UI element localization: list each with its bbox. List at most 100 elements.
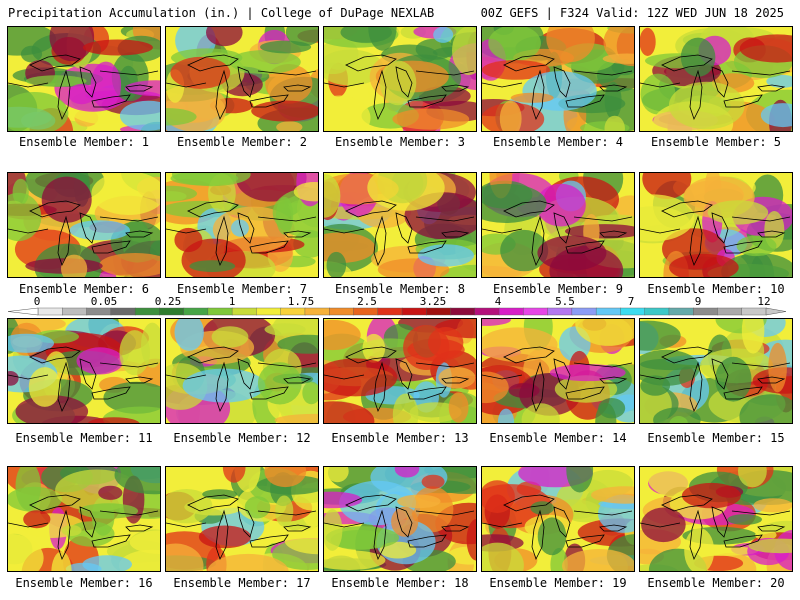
member-label-12: Ensemble Member: 12 <box>173 431 311 445</box>
color-scale-bar <box>7 307 787 316</box>
member-label-11: Ensemble Member: 11 <box>15 431 153 445</box>
color-swatch <box>450 307 476 316</box>
great-lakes-outline <box>640 54 791 121</box>
great-lakes-outline <box>8 200 159 267</box>
colorbar-tick-label: 0 <box>33 295 41 308</box>
color-swatch <box>159 307 185 316</box>
ensemble-member-map-7 <box>165 172 319 278</box>
precip-field <box>166 173 318 277</box>
color-swatch <box>426 307 452 316</box>
colorbar-tick-label: 0.05 <box>90 295 118 308</box>
colorbar-tick-label: 5.5 <box>555 295 575 308</box>
precip-field <box>482 467 634 571</box>
color-swatch <box>280 307 306 316</box>
color-swatch <box>377 307 403 316</box>
ensemble-member-map-19 <box>481 466 635 572</box>
ensemble-member-map-13 <box>323 318 477 424</box>
color-swatch <box>474 307 500 316</box>
member-label-8: Ensemble Member: 8 <box>334 282 466 296</box>
member-label-20: Ensemble Member: 20 <box>647 576 785 590</box>
precip-field <box>640 467 792 571</box>
great-lakes-outline <box>324 200 475 267</box>
precip-field <box>482 319 634 423</box>
member-label-1: Ensemble Member: 1 <box>18 135 150 149</box>
member-label-13: Ensemble Member: 13 <box>331 431 469 445</box>
precip-field <box>8 27 160 131</box>
precip-field <box>166 27 318 131</box>
ensemble-member-map-14 <box>481 318 635 424</box>
ensemble-member-map-9 <box>481 172 635 278</box>
precip-field <box>324 173 476 277</box>
member-label-14: Ensemble Member: 14 <box>489 431 627 445</box>
colorbar-tick-label: 12 <box>757 295 771 308</box>
color-swatch <box>256 307 282 316</box>
ensemble-member-map-5 <box>639 26 793 132</box>
great-lakes-outline <box>8 54 159 121</box>
ensemble-member-map-3 <box>323 26 477 132</box>
color-swatch <box>644 307 670 316</box>
color-swatch <box>547 307 573 316</box>
ensemble-member-map-20 <box>639 466 793 572</box>
precip-field <box>324 27 476 131</box>
precip-field <box>482 173 634 277</box>
great-lakes-outline <box>324 54 475 121</box>
color-swatch <box>304 307 330 316</box>
ensemble-member-map-12 <box>165 318 319 424</box>
color-swatch <box>620 307 646 316</box>
member-label-4: Ensemble Member: 4 <box>492 135 624 149</box>
colorbar-tick-label: 1.75 <box>287 295 315 308</box>
great-lakes-outline <box>640 346 791 413</box>
great-lakes-outline <box>166 54 317 121</box>
color-swatch <box>231 307 258 316</box>
color-swatch <box>571 307 597 316</box>
member-label-5: Ensemble Member: 5 <box>650 135 782 149</box>
great-lakes-outline <box>166 200 317 267</box>
great-lakes-outline <box>482 54 633 121</box>
color-swatch <box>37 307 63 316</box>
colorbar-tick-label: 4 <box>494 295 502 308</box>
colorbar-left-arrow <box>7 307 39 316</box>
ensemble-member-map-17 <box>165 466 319 572</box>
precip-field <box>8 173 160 277</box>
color-swatch <box>595 307 622 316</box>
precip-field <box>482 27 634 131</box>
ensemble-member-map-2 <box>165 26 319 132</box>
great-lakes-outline <box>482 494 633 561</box>
precip-field <box>324 467 476 571</box>
colorbar-tick-label: 2.5 <box>357 295 377 308</box>
color-swatch <box>353 307 379 316</box>
ensemble-member-map-6 <box>7 172 161 278</box>
member-label-7: Ensemble Member: 7 <box>176 282 308 296</box>
great-lakes-outline <box>8 346 159 413</box>
great-lakes-outline <box>482 200 633 267</box>
member-label-18: Ensemble Member: 18 <box>331 576 469 590</box>
color-swatch <box>62 307 88 316</box>
ensemble-member-map-18 <box>323 466 477 572</box>
color-scale-legend: 0 0.05 0.25 1 1.75 2.5 3.25 4 5.5 7 9 12 <box>0 295 800 319</box>
color-swatch <box>741 307 767 316</box>
ensemble-member-map-10 <box>639 172 793 278</box>
precip-field <box>640 173 792 277</box>
ensemble-member-map-1 <box>7 26 161 132</box>
precip-field <box>640 319 792 423</box>
precip-field <box>324 319 476 423</box>
precip-field <box>166 319 318 423</box>
color-swatch <box>329 307 355 316</box>
ensemble-member-map-8 <box>323 172 477 278</box>
member-label-16: Ensemble Member: 16 <box>15 576 153 590</box>
member-label-10: Ensemble Member: 10 <box>647 282 785 296</box>
color-swatch <box>183 307 209 316</box>
member-label-6: Ensemble Member: 6 <box>18 282 150 296</box>
great-lakes-outline <box>324 346 475 413</box>
color-swatch <box>717 307 743 316</box>
ensemble-member-map-11 <box>7 318 161 424</box>
precip-field <box>166 467 318 571</box>
colorbar-tick-label: 3.25 <box>419 295 447 308</box>
precip-field <box>8 467 160 571</box>
precip-field <box>640 27 792 131</box>
model-run-info: 00Z GEFS | F324 Valid: 12Z WED JUN 18 20… <box>480 6 784 20</box>
chart-title: Precipitation Accumulation (in.) | Colle… <box>8 6 435 20</box>
ensemble-member-map-15 <box>639 318 793 424</box>
ensemble-member-map-4 <box>481 26 635 132</box>
colorbar-tick-label: 9 <box>694 295 702 308</box>
